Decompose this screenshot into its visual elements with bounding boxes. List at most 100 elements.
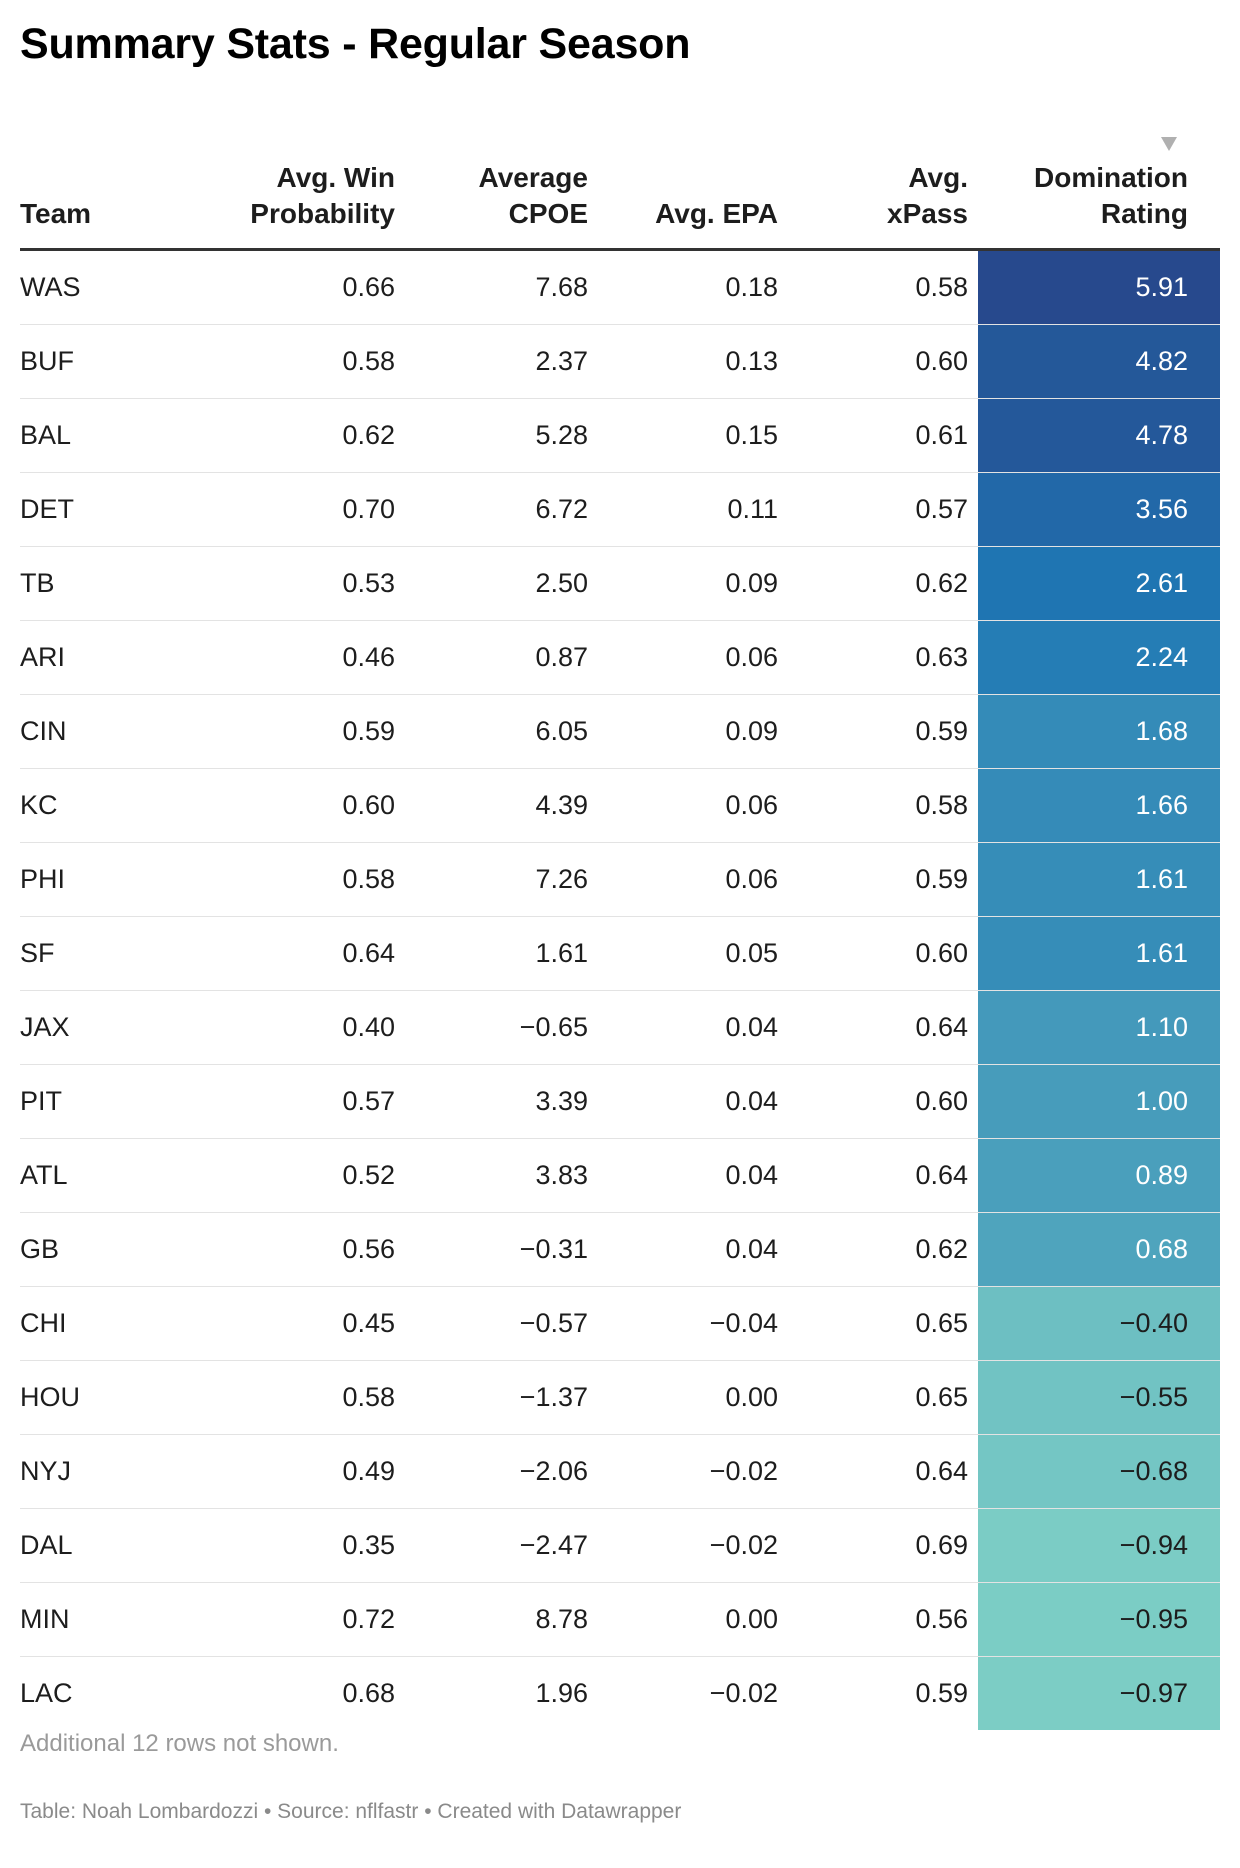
cell-xpass: 0.64 [915, 1160, 968, 1190]
cell-team: BAL [20, 420, 72, 450]
cell-domination-rating: 3.56 [978, 473, 1220, 546]
rows-hidden-note: Additional 12 rows not shown. [20, 1730, 339, 1757]
cell-xpass: 0.65 [915, 1308, 968, 1338]
cell-domination-rating: −0.95 [978, 1583, 1220, 1656]
cell-cpoe: −0.31 [519, 1234, 588, 1264]
cell-team: GB [20, 1234, 60, 1264]
header-domination-rating[interactable]: Domination Rating [978, 160, 1188, 232]
table-row: PIT 0.57 3.39 0.04 0.60 1.00 [20, 1065, 1220, 1139]
cell-xpass: 0.64 [915, 1456, 968, 1486]
cell-domination-rating: 0.89 [978, 1139, 1220, 1212]
cell-xpass: 0.64 [915, 1012, 968, 1042]
cell-epa: 0.18 [725, 272, 778, 302]
cell-xpass: 0.59 [915, 1678, 968, 1708]
table-row: DET 0.70 6.72 0.11 0.57 3.56 [20, 473, 1220, 547]
table-row: HOU 0.58 −1.37 0.00 0.65 −0.55 [20, 1361, 1220, 1435]
cell-team: CHI [20, 1308, 67, 1338]
cell-epa: 0.15 [725, 420, 778, 450]
cell-team: BUF [20, 346, 74, 376]
cell-win-probability: 0.68 [342, 1678, 395, 1708]
cell-xpass: 0.62 [915, 1234, 968, 1264]
cell-cpoe: 2.50 [535, 568, 588, 598]
table-row: CHI 0.45 −0.57 −0.04 0.65 −0.40 [20, 1287, 1220, 1361]
header-epa[interactable]: Avg. EPA [588, 196, 778, 232]
cell-win-probability: 0.60 [342, 790, 395, 820]
cell-win-probability: 0.57 [342, 1086, 395, 1116]
table-row: ATL 0.52 3.83 0.04 0.64 0.89 [20, 1139, 1220, 1213]
cell-domination-rating: −0.68 [978, 1435, 1220, 1508]
cell-domination-rating: 4.82 [978, 325, 1220, 398]
cell-epa: 0.04 [725, 1086, 778, 1116]
cell-xpass: 0.56 [915, 1604, 968, 1634]
cell-cpoe: −0.57 [519, 1308, 588, 1338]
cell-domination-rating: 1.68 [978, 695, 1220, 768]
cell-win-probability: 0.56 [342, 1234, 395, 1264]
cell-team: DET [20, 494, 74, 524]
table-row: BUF 0.58 2.37 0.13 0.60 4.82 [20, 325, 1220, 399]
cell-domination-rating: 1.66 [978, 769, 1220, 842]
cell-cpoe: −1.37 [519, 1382, 588, 1412]
cell-team: MIN [20, 1604, 70, 1634]
header-cpoe-line2: CPOE [508, 198, 588, 229]
cell-xpass: 0.62 [915, 568, 968, 598]
cell-cpoe: 1.61 [535, 938, 588, 968]
cell-domination-rating: −0.94 [978, 1509, 1220, 1582]
cell-cpoe: 7.26 [535, 864, 588, 894]
cell-domination-rating: −0.97 [978, 1657, 1220, 1730]
cell-epa: 0.06 [725, 864, 778, 894]
cell-xpass: 0.60 [915, 346, 968, 376]
table-row: JAX 0.40 −0.65 0.04 0.64 1.10 [20, 991, 1220, 1065]
cell-domination-rating: 5.91 [978, 251, 1220, 324]
cell-epa: 0.00 [725, 1604, 778, 1634]
table-row: WAS 0.66 7.68 0.18 0.58 5.91 [20, 251, 1220, 325]
cell-win-probability: 0.40 [342, 1012, 395, 1042]
cell-epa: 0.13 [725, 346, 778, 376]
header-cpoe[interactable]: Average CPOE [395, 160, 588, 232]
header-team[interactable]: Team [20, 196, 180, 232]
table-row: DAL 0.35 −2.47 −0.02 0.69 −0.94 [20, 1509, 1220, 1583]
cell-win-probability: 0.66 [342, 272, 395, 302]
header-domination-line2: Rating [1100, 198, 1188, 229]
header-win-probability-line1: Avg. Win [276, 162, 395, 193]
cell-win-probability: 0.59 [342, 716, 395, 746]
cell-xpass: 0.69 [915, 1530, 968, 1560]
table-row: LAC 0.68 1.96 −0.02 0.59 −0.97 [20, 1657, 1220, 1730]
cell-epa: 0.06 [725, 790, 778, 820]
cell-cpoe: 6.72 [535, 494, 588, 524]
header-win-probability[interactable]: Avg. Win Probability [160, 160, 395, 232]
cell-team: TB [20, 568, 55, 598]
table-row: MIN 0.72 8.78 0.00 0.56 −0.95 [20, 1583, 1220, 1657]
cell-win-probability: 0.58 [342, 346, 395, 376]
cell-xpass: 0.58 [915, 272, 968, 302]
cell-domination-rating: 1.00 [978, 1065, 1220, 1138]
cell-epa: 0.09 [725, 716, 778, 746]
cell-xpass: 0.57 [915, 494, 968, 524]
cell-xpass: 0.60 [915, 1086, 968, 1116]
cell-domination-rating: 0.68 [978, 1213, 1220, 1286]
cell-epa: 0.11 [727, 494, 778, 524]
header-domination-line1: Domination [1034, 162, 1188, 193]
cell-team: PIT [20, 1086, 63, 1116]
cell-xpass: 0.60 [915, 938, 968, 968]
cell-win-probability: 0.58 [342, 864, 395, 894]
cell-cpoe: 1.96 [535, 1678, 588, 1708]
cell-domination-rating: 1.10 [978, 991, 1220, 1064]
cell-team: PHI [20, 864, 66, 894]
sort-descending-icon[interactable] [1161, 137, 1177, 151]
header-xpass-line2: xPass [887, 198, 968, 229]
cell-epa: 0.04 [725, 1234, 778, 1264]
header-xpass[interactable]: Avg. xPass [778, 160, 968, 232]
cell-domination-rating: −0.55 [978, 1361, 1220, 1434]
table-row: CIN 0.59 6.05 0.09 0.59 1.68 [20, 695, 1220, 769]
source-footer: Table: Noah Lombardozzi • Source: nflfas… [20, 1800, 682, 1823]
cell-epa: −0.02 [709, 1530, 778, 1560]
cell-cpoe: 2.37 [535, 346, 588, 376]
cell-team: LAC [20, 1678, 73, 1708]
cell-team: WAS [20, 272, 81, 302]
cell-domination-rating: 2.61 [978, 547, 1220, 620]
header-team-label: Team [20, 198, 92, 229]
cell-cpoe: 4.39 [535, 790, 588, 820]
table-header: Team Avg. Win Probability Average CPOE A… [20, 128, 1220, 251]
cell-win-probability: 0.49 [342, 1456, 395, 1486]
table-row: SF 0.64 1.61 0.05 0.60 1.61 [20, 917, 1220, 991]
